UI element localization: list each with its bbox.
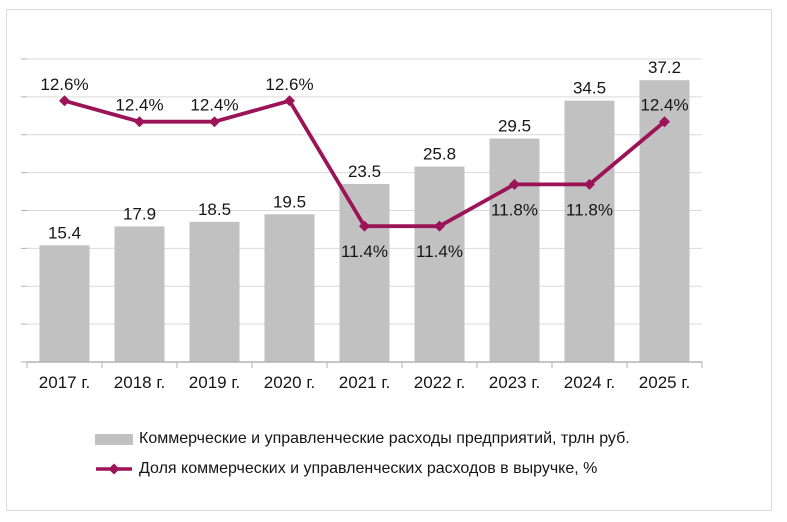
line-value-label: 11.4% bbox=[416, 242, 463, 261]
x-axis-label: 2021 г. bbox=[339, 373, 390, 392]
line-value-label: 12.6% bbox=[265, 75, 313, 94]
line-marker-icon bbox=[659, 116, 670, 128]
legend-label-bars: Коммерческие и управленческие расходы пр… bbox=[139, 430, 630, 447]
x-axis-label: 2020 г. bbox=[264, 373, 315, 392]
x-axis-label: 2025 г. bbox=[639, 373, 690, 392]
x-axis-label: 2023 г. bbox=[489, 373, 540, 392]
bar-2023 bbox=[489, 138, 540, 362]
x-axis-label: 2019 г. bbox=[189, 373, 240, 392]
line-marker-icon bbox=[284, 95, 295, 107]
x-axis-label: 2024 г. bbox=[564, 373, 615, 392]
bar-2019 bbox=[189, 221, 240, 362]
bar-2024 bbox=[564, 100, 615, 362]
line-marker-icon bbox=[209, 116, 220, 128]
line-marker-icon bbox=[584, 178, 595, 190]
line-marker-icon bbox=[434, 220, 445, 232]
legend: Коммерческие и управленческие расходы пр… bbox=[95, 424, 630, 484]
bar-value-label: 29.5 bbox=[498, 117, 531, 136]
legend-item-bars: Коммерческие и управленческие расходы пр… bbox=[95, 424, 630, 454]
line-value-label: 12.6% bbox=[40, 75, 88, 94]
line-value-label: 12.4% bbox=[115, 96, 163, 115]
x-axis-label: 2022 г. bbox=[414, 373, 465, 392]
line-marker-icon bbox=[59, 95, 70, 107]
line-marker-icon bbox=[134, 116, 145, 128]
bar-value-label: 17.9 bbox=[123, 204, 156, 223]
line-value-label: 11.8% bbox=[566, 200, 613, 219]
bar-value-label: 37.2 bbox=[648, 58, 681, 77]
bar-value-label: 25.8 bbox=[423, 145, 456, 164]
x-axis-label: 2017 г. bbox=[39, 373, 90, 392]
bar-2018 bbox=[114, 226, 165, 362]
legend-diamond-marker bbox=[108, 463, 120, 475]
bar-swatch-icon bbox=[95, 433, 133, 445]
bar-value-label: 34.5 bbox=[573, 79, 606, 98]
line-value-label: 11.4% bbox=[341, 242, 388, 261]
line-value-label: 12.4% bbox=[640, 96, 688, 115]
line-marker-icon bbox=[359, 220, 370, 232]
bar-value-label: 15.4 bbox=[48, 223, 81, 242]
legend-item-line: Доля коммерческих и управленческих расхо… bbox=[95, 454, 630, 484]
line-swatch-icon bbox=[96, 463, 132, 475]
bar-value-label: 19.5 bbox=[273, 192, 306, 211]
bar-2022 bbox=[414, 166, 465, 362]
bar-2020 bbox=[264, 214, 315, 362]
line-value-label: 11.8% bbox=[491, 200, 538, 219]
bar-2021 bbox=[339, 183, 390, 362]
bar-value-label: 18.5 bbox=[198, 200, 231, 219]
bar-value-label: 23.5 bbox=[348, 162, 381, 181]
line-value-label: 12.4% bbox=[190, 96, 238, 115]
line-marker-icon bbox=[509, 178, 520, 190]
x-axis-label: 2018 г. bbox=[114, 373, 165, 392]
legend-label-line: Доля коммерческих и управленческих расхо… bbox=[139, 460, 598, 477]
bar-2017 bbox=[39, 245, 90, 362]
